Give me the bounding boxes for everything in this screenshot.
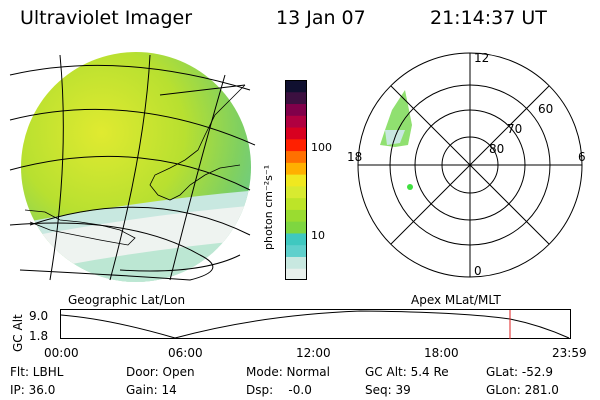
colorbar-swatch: [285, 268, 307, 280]
colorbar-swatch: [285, 244, 307, 257]
timeline-xtick-0: 00:00: [44, 346, 79, 360]
lat-label-80: 80: [489, 142, 504, 156]
colorbar-swatch: [285, 162, 307, 175]
colorbar-swatch: [285, 256, 307, 269]
instrument-title: Ultraviolet Imager: [20, 7, 193, 29]
status-mode: Mode: Normal: [246, 365, 330, 379]
status-glon: GLon: 281.0: [486, 383, 559, 397]
mlt-label-6: 6: [578, 150, 586, 164]
time-label: 21:14:37 UT: [430, 7, 547, 29]
colorbar: [285, 80, 307, 280]
geographic-image: [9, 52, 256, 282]
polar-grid: [357, 52, 583, 278]
colorbar-swatch: [285, 221, 307, 234]
colorbar-swatch: [285, 209, 307, 222]
timeline-axis-label: GC Alt: [11, 314, 25, 352]
geo-panel-label: Geographic Lat/Lon: [68, 293, 186, 307]
colorbar-tick-10: 10: [311, 229, 325, 242]
colorbar-swatch: [285, 91, 307, 105]
mlt-label-12: 12: [474, 51, 489, 65]
coastline: [24, 84, 246, 246]
lat-label-70: 70: [507, 122, 522, 136]
colorbar-swatch: [285, 80, 307, 93]
status-ip: IP: 36.0: [10, 383, 56, 397]
mlt-label-18: 18: [347, 150, 362, 164]
colorbar-tick-100: 100: [311, 141, 332, 154]
colorbar-swatch: [285, 150, 307, 163]
colorbar-swatch: [285, 115, 307, 128]
timeline-xtick-2: 12:00: [296, 346, 331, 360]
mlt-label-0: 0: [474, 264, 482, 278]
colorbar-swatch: [285, 103, 307, 116]
timeline-ytick-top: 9.0: [29, 309, 49, 323]
colorbar-swatch: [285, 197, 307, 210]
timeline-xtick-4: 23:59: [552, 346, 587, 360]
timeline-ytick-bottom: 1.8: [29, 329, 49, 343]
status-filter: Flt: LBHL: [10, 365, 64, 379]
status-seq: Seq: 39: [365, 383, 411, 397]
status-door: Door: Open: [126, 365, 195, 379]
colorbar-swatch: [285, 174, 307, 187]
status-gain: Gain: 14: [126, 383, 177, 397]
timeline-xtick-3: 18:00: [424, 346, 459, 360]
lat-label-60: 60: [538, 102, 553, 116]
apex-panel-label: Apex MLat/MLT: [411, 293, 501, 307]
colorbar-unit-label: photon cm⁻²s⁻¹: [262, 164, 275, 250]
aurora-spot: [407, 184, 413, 190]
timeline-xtick-1: 06:00: [168, 346, 203, 360]
status-dsp: Dsp: -0.0: [246, 383, 312, 397]
colorbar-swatch: [285, 185, 307, 199]
altitude-timeline: [60, 309, 571, 339]
colorbar-swatch: [285, 127, 307, 140]
status-gc-alt: GC Alt: 5.4 Re: [365, 365, 449, 379]
polar-plot: 12 18 6 0 60 70 80: [347, 51, 586, 278]
date-label: 13 Jan 07: [276, 7, 366, 29]
colorbar-swatch: [285, 232, 307, 246]
colorbar-swatch: [285, 138, 307, 152]
status-glat: GLat: -52.9: [486, 365, 553, 379]
